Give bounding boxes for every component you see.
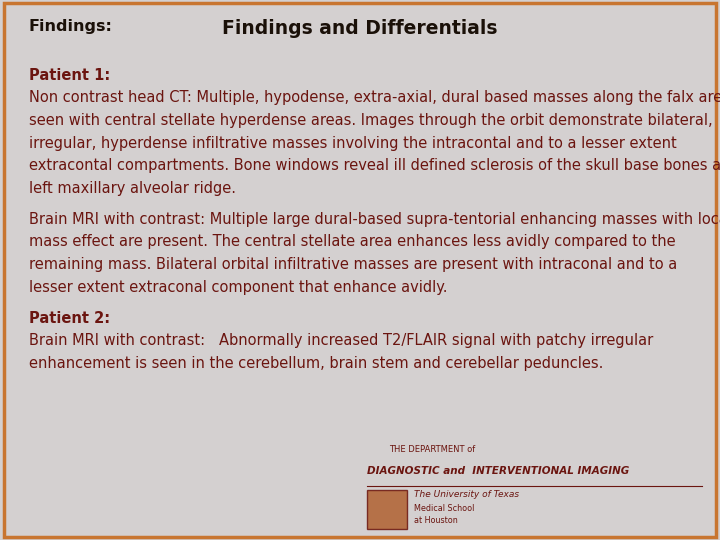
Text: Brain MRI with contrast:   Abnormally increased T2/FLAIR signal with patchy irre: Brain MRI with contrast: Abnormally incr… bbox=[29, 333, 653, 348]
Text: enhancement is seen in the cerebellum, brain stem and cerebellar peduncles.: enhancement is seen in the cerebellum, b… bbox=[29, 356, 603, 371]
Text: Findings and Differentials: Findings and Differentials bbox=[222, 19, 498, 38]
Text: THE DEPARTMENT of: THE DEPARTMENT of bbox=[389, 446, 475, 455]
Text: lesser extent extraconal component that enhance avidly.: lesser extent extraconal component that … bbox=[29, 280, 447, 295]
Text: Patient 1:: Patient 1: bbox=[29, 68, 110, 83]
Text: Non contrast head CT: Multiple, hypodense, extra-axial, dural based masses along: Non contrast head CT: Multiple, hypodens… bbox=[29, 90, 720, 105]
Text: left maxillary alveolar ridge.: left maxillary alveolar ridge. bbox=[29, 181, 236, 196]
Text: seen with central stellate hyperdense areas. Images through the orbit demonstrat: seen with central stellate hyperdense ar… bbox=[29, 113, 712, 128]
Text: Findings:: Findings: bbox=[29, 19, 112, 34]
Text: irregular, hyperdense infiltrative masses involving the intracontal and to a les: irregular, hyperdense infiltrative masse… bbox=[29, 136, 677, 151]
Text: at Houston: at Houston bbox=[414, 516, 458, 525]
Text: extracontal compartments. Bone windows reveal ill defined sclerosis of the skull: extracontal compartments. Bone windows r… bbox=[29, 158, 720, 173]
Text: Patient 2:: Patient 2: bbox=[29, 310, 110, 326]
Text: Medical School: Medical School bbox=[414, 504, 474, 513]
Text: The University of Texas: The University of Texas bbox=[414, 490, 519, 499]
Text: Brain MRI with contrast: Multiple large dural-based supra-tentorial enhancing ma: Brain MRI with contrast: Multiple large … bbox=[29, 212, 720, 227]
Text: DIAGNOSTIC and  INTERVENTIONAL IMAGING: DIAGNOSTIC and INTERVENTIONAL IMAGING bbox=[367, 466, 629, 476]
FancyBboxPatch shape bbox=[367, 490, 407, 529]
Text: remaining mass. Bilateral orbital infiltrative masses are present with intracona: remaining mass. Bilateral orbital infilt… bbox=[29, 257, 677, 272]
FancyBboxPatch shape bbox=[4, 3, 716, 537]
Text: mass effect are present. The central stellate area enhances less avidly compared: mass effect are present. The central ste… bbox=[29, 234, 675, 249]
